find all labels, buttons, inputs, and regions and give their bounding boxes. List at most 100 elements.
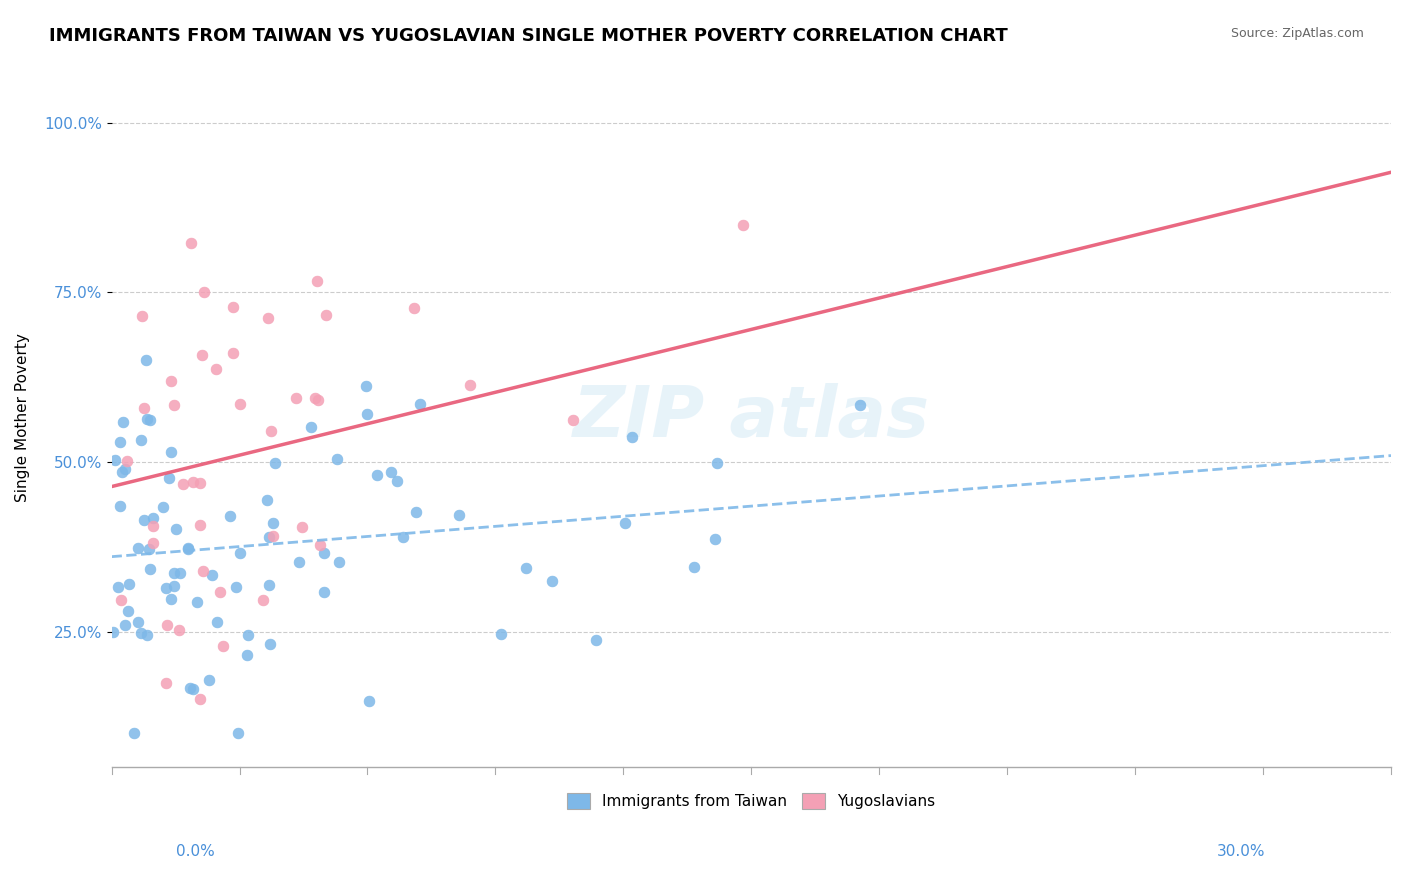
Point [191, 564, 214, 578]
Point [222, 300, 245, 314]
Point [111, 465, 134, 479]
Point [135, 353, 157, 368]
Point [228, 726, 250, 740]
Point [114, 461, 136, 475]
Point [129, 433, 152, 447]
Point [304, 391, 326, 405]
Point [163, 579, 186, 593]
Point [205, 615, 228, 629]
Point [155, 582, 177, 596]
Point [733, 218, 755, 232]
Point [190, 518, 212, 533]
Point [169, 566, 191, 580]
Point [447, 508, 470, 523]
Point [562, 413, 585, 427]
Text: 0.0%: 0.0% [176, 845, 215, 859]
Point [260, 424, 283, 438]
Point [132, 513, 155, 527]
Point [117, 604, 139, 618]
Point [163, 566, 186, 580]
Point [205, 362, 228, 376]
Point [259, 578, 281, 592]
Point [138, 542, 160, 557]
Point [127, 615, 149, 629]
Point [706, 456, 728, 470]
Point [108, 499, 131, 513]
Point [312, 584, 335, 599]
Point [392, 530, 415, 544]
Point [155, 676, 177, 690]
Point [229, 546, 252, 560]
Point [299, 420, 322, 434]
Point [326, 452, 349, 467]
Text: ZIP atlas: ZIP atlas [572, 384, 929, 452]
Point [114, 617, 136, 632]
Point [359, 694, 381, 708]
Point [177, 542, 200, 557]
Point [152, 500, 174, 514]
Point [180, 236, 202, 251]
Point [256, 493, 278, 508]
Point [620, 429, 643, 443]
Point [225, 581, 247, 595]
Point [288, 555, 311, 569]
Point [131, 309, 153, 323]
Point [127, 541, 149, 555]
Point [305, 274, 328, 288]
Point [541, 574, 564, 588]
Point [218, 508, 240, 523]
Point [129, 626, 152, 640]
Point [235, 648, 257, 662]
Point [257, 530, 280, 544]
Point [181, 682, 204, 697]
Point [356, 407, 378, 421]
Point [112, 415, 135, 429]
Point [405, 505, 427, 519]
Point [262, 529, 284, 543]
Point [314, 546, 336, 560]
Point [212, 639, 235, 653]
Point [157, 470, 180, 484]
Point [101, 625, 124, 640]
Point [172, 476, 194, 491]
Point [160, 445, 183, 459]
Point [489, 627, 512, 641]
Point [849, 398, 872, 412]
Point [585, 632, 607, 647]
Point [291, 520, 314, 534]
Point [229, 396, 252, 410]
Point [177, 541, 200, 555]
Point [188, 692, 211, 706]
Point [614, 516, 637, 530]
Point [160, 374, 183, 388]
Point [115, 454, 138, 468]
Point [285, 391, 308, 405]
Point [404, 301, 426, 315]
Point [139, 562, 162, 576]
Legend: Immigrants from Taiwan, Yugoslavians: Immigrants from Taiwan, Yugoslavians [561, 788, 942, 815]
Point [252, 592, 274, 607]
Point [167, 624, 190, 638]
Point [238, 628, 260, 642]
Point [122, 726, 145, 740]
Point [108, 435, 131, 450]
Point [409, 397, 432, 411]
Point [356, 378, 378, 392]
Point [259, 637, 281, 651]
Point [222, 345, 245, 359]
Point [307, 392, 329, 407]
Point [682, 559, 704, 574]
Point [179, 681, 201, 695]
Point [135, 411, 157, 425]
Point [135, 628, 157, 642]
Point [139, 413, 162, 427]
Point [142, 519, 165, 533]
Point [257, 311, 280, 326]
Point [190, 348, 212, 362]
Point [110, 593, 132, 607]
Point [193, 285, 215, 299]
Y-axis label: Single Mother Poverty: Single Mother Poverty [15, 334, 30, 502]
Point [385, 475, 408, 489]
Point [188, 476, 211, 491]
Point [107, 580, 129, 594]
